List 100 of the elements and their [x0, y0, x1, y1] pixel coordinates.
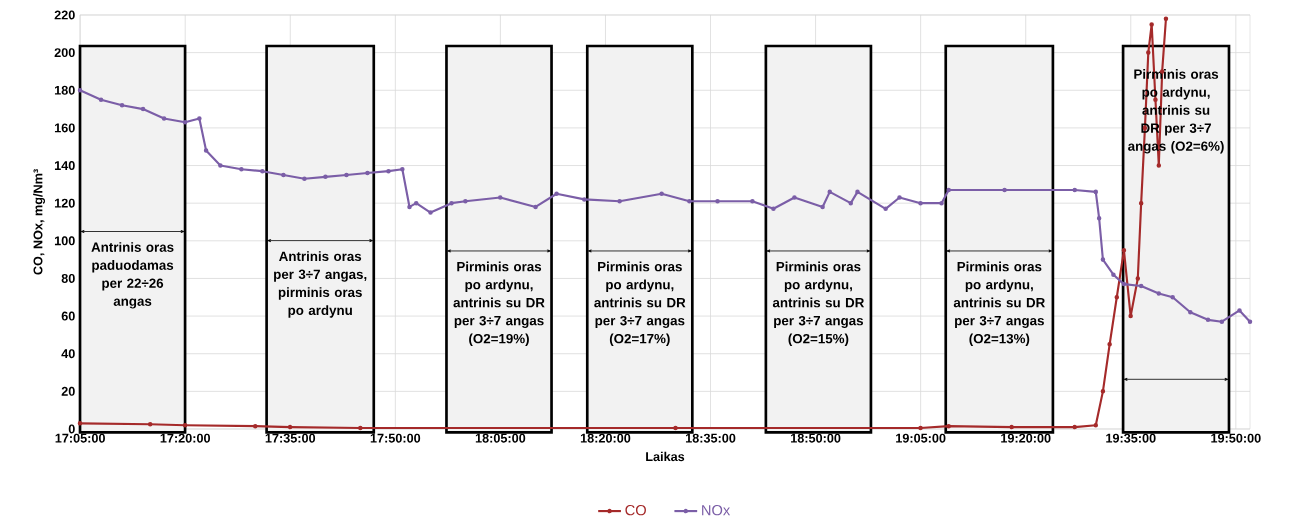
point	[386, 168, 391, 174]
point	[1135, 276, 1141, 281]
x-axis-title: Laikas	[646, 451, 685, 462]
y-tick-label: 200	[54, 48, 75, 58]
x-tick-label: 17:50:00	[370, 433, 421, 443]
point	[1009, 424, 1014, 430]
point	[239, 167, 244, 172]
point	[407, 204, 412, 210]
point	[1163, 16, 1169, 22]
point	[1096, 215, 1102, 221]
x-tick-label: 17:05:00	[55, 433, 105, 443]
point	[946, 423, 951, 429]
point	[147, 422, 153, 427]
point	[463, 199, 468, 204]
x-tick-label: 18:35:00	[685, 433, 736, 443]
point	[1170, 294, 1175, 300]
point	[820, 204, 825, 210]
point	[827, 189, 833, 195]
point	[687, 199, 692, 204]
point	[1138, 200, 1144, 206]
point	[897, 195, 902, 200]
point	[1146, 50, 1151, 55]
point	[1093, 189, 1099, 195]
point	[1100, 257, 1106, 262]
point	[673, 425, 678, 431]
x-tick-label: 18:50:00	[791, 433, 841, 443]
point	[1111, 272, 1116, 277]
x-tick-label: 17:35:00	[265, 433, 316, 443]
point	[252, 423, 258, 429]
point	[182, 119, 188, 125]
point	[939, 200, 944, 206]
point	[1072, 187, 1078, 193]
text: NOx	[702, 504, 731, 516]
point	[77, 87, 83, 93]
point	[302, 176, 307, 181]
point	[883, 206, 888, 212]
point	[1156, 163, 1162, 168]
point	[498, 195, 503, 200]
point	[428, 210, 433, 215]
point	[533, 204, 538, 210]
point	[449, 200, 454, 206]
point	[1237, 308, 1242, 313]
point	[323, 174, 328, 180]
y-tick-label: 40	[61, 349, 75, 359]
point	[1188, 310, 1193, 315]
point	[918, 425, 923, 431]
point	[946, 187, 951, 193]
point	[750, 199, 755, 204]
point	[1247, 319, 1253, 324]
y-tick-label: 60	[61, 311, 75, 321]
point	[1149, 22, 1154, 27]
point	[281, 172, 286, 178]
band-label: Antrinis oras per 3÷7 angas, pirminis oras po ardynu	[274, 251, 367, 318]
point	[1121, 247, 1127, 253]
y-tick-label: 160	[54, 123, 75, 133]
point	[140, 106, 146, 112]
y-tick-label: 100	[54, 236, 75, 246]
x-tick-label: 17:20:00	[160, 433, 211, 443]
point	[344, 172, 349, 178]
point	[659, 191, 664, 197]
point	[1121, 281, 1127, 287]
point	[715, 199, 720, 204]
point	[1100, 389, 1106, 394]
y-tick-label: 140	[54, 161, 75, 171]
y-tick-label: 20	[61, 386, 75, 396]
point	[848, 200, 854, 206]
point	[182, 422, 188, 428]
point	[918, 200, 923, 206]
point	[365, 170, 370, 176]
point	[1205, 317, 1211, 323]
point	[1128, 313, 1133, 319]
point	[77, 421, 83, 426]
point	[1002, 187, 1007, 193]
point	[617, 199, 622, 204]
x-tick-label: 19:35:00	[1106, 433, 1156, 443]
point	[287, 424, 293, 430]
x-tick-label: 19:50:00	[1211, 433, 1261, 443]
band-label: Pirminis oras po ardynu, antrinis su DR per 3÷7 angas (O2=15%)	[772, 261, 865, 346]
x-tick-label: 18:05:00	[475, 433, 526, 443]
point	[400, 167, 405, 172]
band-label: Antrinis oras paduodamas per 22÷26 angas	[91, 242, 174, 309]
point	[1107, 342, 1112, 347]
y-axis-title: CO, NOx, mg/Nm³	[33, 169, 46, 275]
point	[203, 148, 209, 153]
point	[1219, 319, 1225, 324]
y-tick-label: 0	[68, 424, 75, 434]
point	[554, 191, 559, 197]
point	[413, 200, 419, 206]
point	[771, 206, 776, 212]
band-label: Pirminis oras po ardynu, antrinis su DR per 3÷7 angas (O2=13%)	[953, 261, 1045, 346]
point	[1072, 424, 1078, 430]
x-tick-label: 18:20:00	[580, 433, 631, 443]
point	[98, 97, 104, 102]
point	[582, 197, 587, 202]
y-tick-label: 220	[54, 10, 75, 20]
x-tick-label: 19:20:00	[1001, 433, 1051, 443]
point	[1093, 422, 1099, 428]
point	[260, 168, 265, 174]
point	[1156, 291, 1162, 296]
point	[1138, 283, 1144, 289]
